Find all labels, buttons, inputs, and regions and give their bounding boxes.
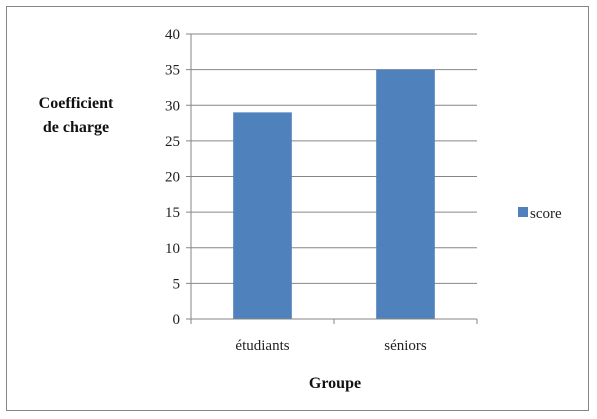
x-tick-label: étudiants xyxy=(235,338,289,354)
axes xyxy=(186,33,478,324)
y-tick-label: 30 xyxy=(165,98,180,114)
y-tick-label: 40 xyxy=(165,27,180,43)
y-axis-title-line-2: de charge xyxy=(43,119,109,136)
y-tick-label: 10 xyxy=(165,241,180,257)
bar-seniors xyxy=(376,69,435,319)
y-tick-label: 35 xyxy=(165,63,180,79)
x-tick-labels: étudiants séniors xyxy=(235,338,426,354)
y-axis-title-line-1: Coefficient xyxy=(39,95,114,112)
y-tick-labels: 0 5 10 15 20 25 30 35 40 xyxy=(165,27,180,328)
x-axis-title: Groupe xyxy=(309,375,361,392)
y-tick-label: 15 xyxy=(165,205,180,221)
y-tick-label: 0 xyxy=(173,312,181,328)
legend-swatch-score xyxy=(518,207,528,217)
y-tick-label: 5 xyxy=(173,276,181,292)
legend-label-score: score xyxy=(530,206,562,222)
x-tick-label: séniors xyxy=(384,338,427,354)
y-tick-label: 25 xyxy=(165,134,180,150)
y-tick-label: 20 xyxy=(165,170,180,186)
legend: score xyxy=(518,206,562,222)
chart-frame xyxy=(6,6,589,411)
bars xyxy=(233,69,435,319)
bar-etudiants xyxy=(233,112,292,319)
